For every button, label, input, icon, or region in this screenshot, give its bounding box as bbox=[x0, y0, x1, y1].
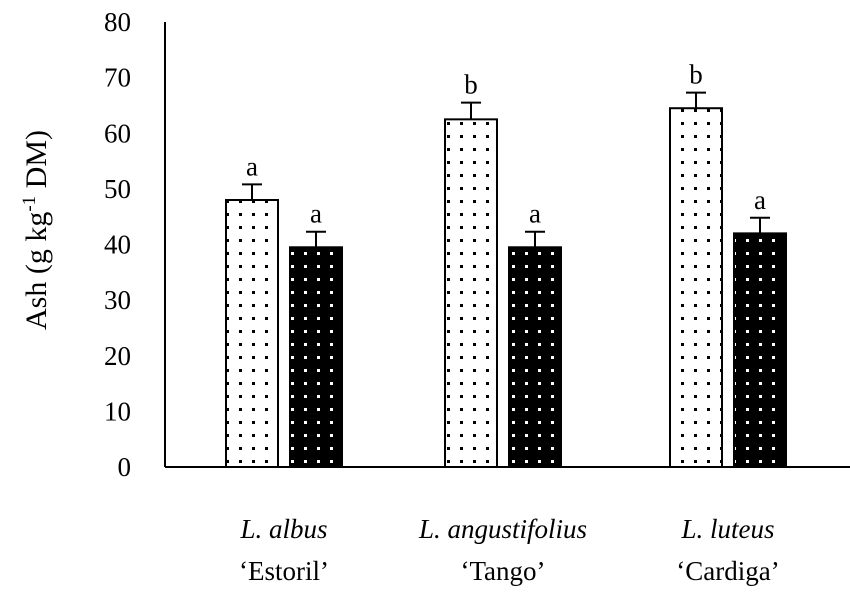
axes-layer bbox=[164, 22, 850, 468]
category-cultivar-label: ‘Estoril’ bbox=[239, 556, 329, 586]
significance-label: b bbox=[689, 60, 703, 90]
bars-layer: a b b a a a bbox=[225, 60, 787, 468]
y-tick-label: 60 bbox=[104, 118, 131, 148]
y-tick-label: 30 bbox=[104, 285, 131, 315]
bar bbox=[289, 246, 343, 468]
y-axis-ticks: 0 10 20 30 40 50 60 70 80 bbox=[104, 7, 131, 482]
significance-label: b bbox=[464, 70, 478, 100]
y-axis-label: Ash (g kg-1 DM) bbox=[19, 130, 53, 330]
y-tick-label: 20 bbox=[104, 341, 131, 371]
bar bbox=[669, 107, 723, 468]
category-cultivar-label: ‘Cardiga’ bbox=[676, 556, 779, 586]
significance-label: a bbox=[310, 199, 322, 229]
y-tick-label: 80 bbox=[104, 7, 131, 37]
significance-label: a bbox=[529, 199, 541, 229]
category-cultivar-label: ‘Tango’ bbox=[460, 556, 545, 586]
y-tick-label: 70 bbox=[104, 63, 131, 93]
y-tick-label: 10 bbox=[104, 396, 131, 426]
y-tick-label: 0 bbox=[118, 452, 132, 482]
category-species-label: L. albus bbox=[239, 514, 327, 544]
category-species-label: L. angustifolius bbox=[418, 514, 587, 544]
y-tick-label: 40 bbox=[104, 230, 131, 260]
bar bbox=[733, 232, 787, 468]
category-species-label: L. luteus bbox=[680, 514, 774, 544]
significance-label: a bbox=[246, 151, 258, 181]
y-tick-label: 50 bbox=[104, 174, 131, 204]
category-labels: L. albus ‘Estoril’ L. angustifolius ‘Tango’… bbox=[239, 514, 780, 586]
bar bbox=[508, 246, 562, 468]
bar bbox=[225, 199, 279, 468]
significance-label: a bbox=[754, 185, 766, 215]
bar bbox=[444, 118, 498, 468]
